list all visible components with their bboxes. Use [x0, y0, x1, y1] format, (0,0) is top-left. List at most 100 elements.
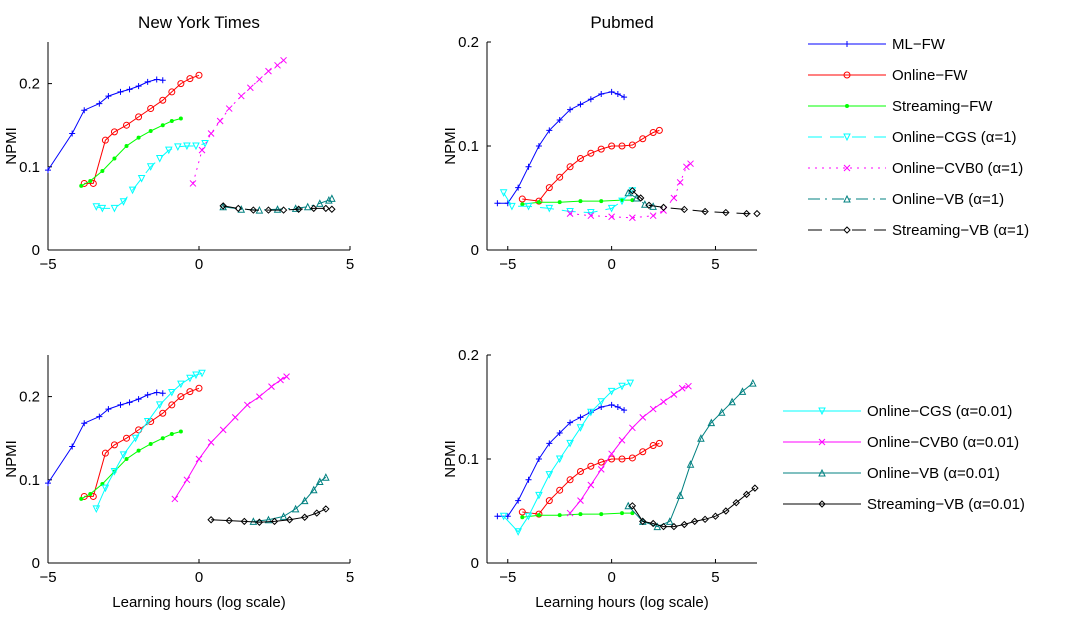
series-streaming-vb-0-01: [207, 505, 330, 526]
tridown-marker: [607, 204, 616, 213]
x-marker: [678, 384, 686, 392]
series-online-vb-0-01: [249, 473, 330, 525]
y-tick-label: 0.2: [19, 389, 40, 406]
chart-title: Pubmed: [590, 13, 653, 32]
triup-marker: [315, 477, 324, 485]
tridown-marker: [499, 512, 508, 521]
x-tick-label: 0: [195, 256, 203, 273]
x-tick-label: 0: [195, 569, 203, 586]
x-tick-label: 0: [607, 569, 615, 586]
plus-marker: [844, 41, 850, 47]
legend-item: Online−VB (α=1): [808, 191, 1004, 208]
tridown-marker: [843, 133, 851, 142]
circle-marker: [110, 441, 118, 449]
dot-marker: [845, 104, 849, 108]
diamond-marker: [322, 204, 330, 213]
x-marker: [268, 383, 275, 390]
series-online-cvb0-1: [189, 56, 287, 187]
x-marker: [216, 117, 224, 125]
tridown-marker: [587, 408, 595, 417]
series-line: [95, 372, 203, 510]
plus-marker: [126, 86, 133, 93]
circle-marker: [159, 96, 167, 104]
dot-marker: [79, 183, 84, 188]
tridown-marker: [524, 202, 533, 211]
dot-marker: [160, 123, 165, 128]
x-marker: [274, 61, 281, 69]
x-marker: [670, 391, 678, 398]
x-marker: [577, 497, 584, 504]
circle-marker: [147, 105, 155, 113]
dot-marker: [536, 200, 541, 205]
dot-marker: [178, 116, 183, 121]
diamond-marker: [628, 502, 637, 510]
x-tick-label: 5: [346, 569, 354, 586]
circle-marker: [518, 195, 526, 203]
y-tick-label: 0.1: [19, 159, 40, 176]
y-tick-label: 0.2: [458, 34, 479, 51]
legend-item: Online−VB (α=0.01): [783, 465, 1000, 482]
legend-label: Online−FW: [892, 67, 968, 84]
plus-marker: [621, 94, 628, 101]
series-online-cgs-0-01: [499, 379, 635, 536]
legend-top: ML−FW Online−FW Streaming−FW Online−CGS (α=…: [799, 29, 1073, 261]
plus-marker: [45, 167, 51, 174]
x-marker: [629, 424, 636, 432]
tridown-marker: [155, 154, 164, 163]
series-line: [47, 78, 163, 171]
circle-marker: [80, 179, 88, 187]
circle-marker: [186, 388, 194, 396]
tridown-marker: [192, 371, 200, 380]
x-marker: [587, 212, 595, 220]
dot-marker: [578, 199, 583, 204]
triup-marker: [738, 387, 747, 395]
series-line: [522, 442, 660, 515]
x-marker: [566, 210, 574, 217]
x-marker: [207, 439, 215, 446]
circle-marker: [587, 462, 595, 470]
dot-marker: [520, 202, 525, 207]
diamond-marker: [690, 517, 699, 526]
legend-label: Online−CGS (α=1): [892, 129, 1017, 146]
x-marker: [283, 373, 290, 380]
diamond-marker: [628, 187, 637, 195]
triup-marker: [328, 194, 336, 202]
series-line: [80, 118, 182, 187]
triup-marker: [717, 408, 726, 416]
dot-marker: [136, 135, 141, 140]
tridown-marker: [131, 434, 140, 443]
plus-marker: [144, 78, 151, 85]
legend-item: Online−CGS (α=0.01): [783, 403, 1012, 420]
tridown-marker: [119, 198, 128, 206]
tridown-marker: [164, 146, 173, 155]
circle-marker: [587, 149, 595, 157]
dot-marker: [557, 513, 562, 518]
diamond-marker: [843, 226, 851, 234]
x-marker: [243, 401, 251, 409]
series-streaming-fw: [79, 116, 183, 188]
circle-marker: [655, 439, 663, 447]
tridown-marker: [524, 512, 533, 521]
circle-marker: [556, 486, 564, 494]
series-line: [84, 387, 200, 497]
diamond-marker: [680, 520, 689, 529]
plot-panel: −5 0 5 0 0.1 0.2 Pubmed NPMI: [442, 13, 761, 273]
x-marker: [225, 105, 233, 112]
series-line: [632, 190, 757, 215]
legend-item: Online−CVB0 (α=1): [808, 160, 1023, 177]
plus-marker: [535, 143, 542, 149]
plus-marker: [153, 76, 160, 83]
diamond-marker: [300, 513, 309, 521]
series-line: [569, 385, 689, 514]
circle-marker: [608, 142, 616, 150]
series-online-fw: [518, 439, 663, 518]
series-line: [211, 508, 327, 523]
plus-marker: [614, 404, 621, 410]
y-axis-label: NPMI: [3, 440, 20, 478]
dot-marker: [599, 512, 604, 517]
x-marker: [649, 212, 657, 220]
diamond-marker: [659, 203, 668, 212]
diamond-marker: [240, 517, 249, 526]
tridown-marker: [597, 398, 606, 406]
